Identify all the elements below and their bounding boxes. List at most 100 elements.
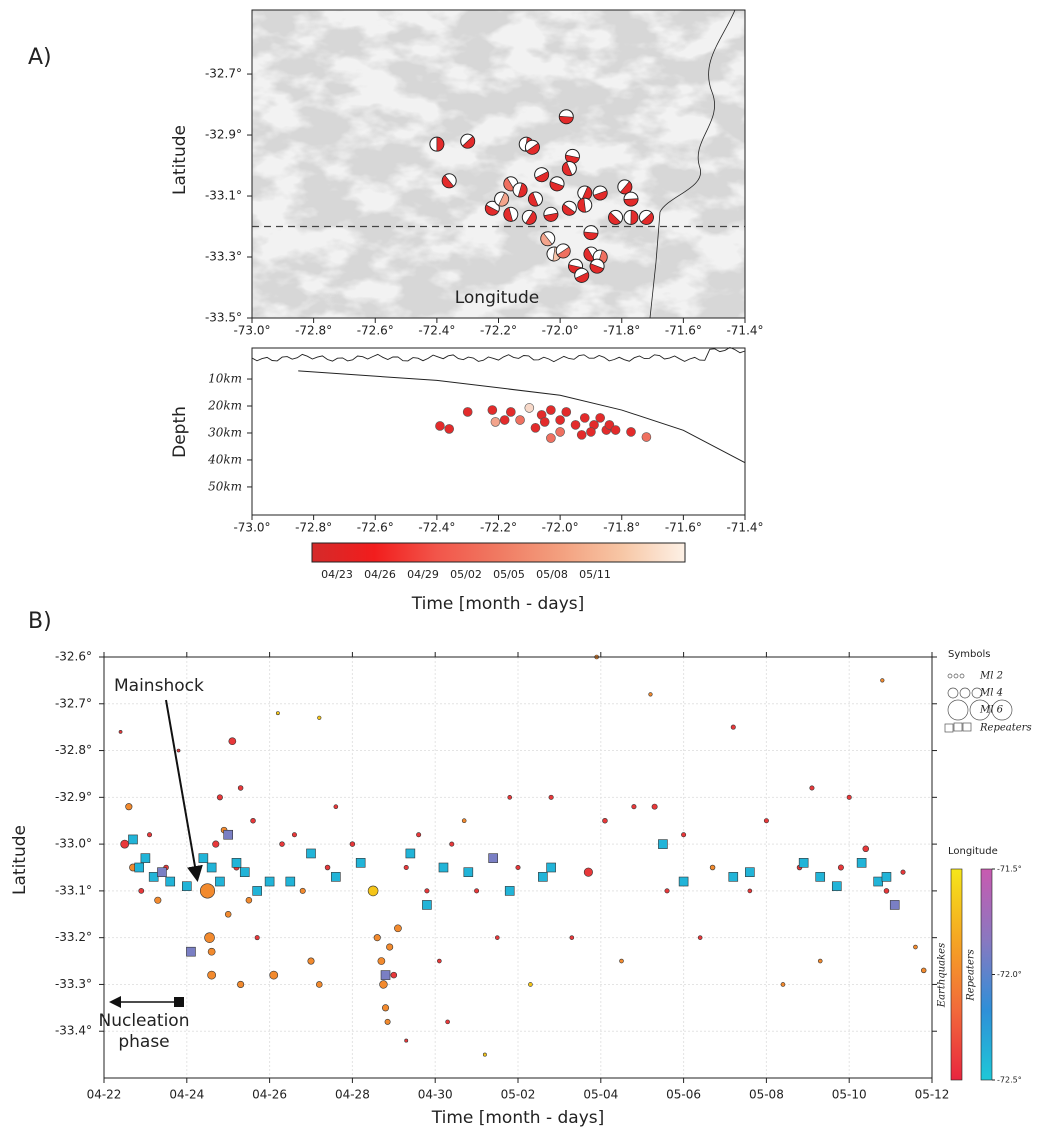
repeater xyxy=(745,867,755,877)
colorbar-tick-label: 05/11 xyxy=(579,568,611,581)
earthquake xyxy=(307,957,315,965)
repeater xyxy=(422,900,432,910)
colorbar-tick-label: 04/29 xyxy=(407,568,439,581)
beachball-quadrant xyxy=(436,136,445,152)
earthquake xyxy=(212,840,220,848)
y-tick-label: -32.9° xyxy=(55,790,92,804)
repeater xyxy=(815,872,826,882)
legend-symbol xyxy=(947,687,959,699)
repeater xyxy=(678,876,689,887)
beachball xyxy=(592,185,608,201)
beachball-quadrant xyxy=(503,207,514,222)
y-tick-label: -33.1° xyxy=(205,189,242,203)
beachball-quadrant xyxy=(562,203,576,216)
earthquake xyxy=(118,729,123,734)
colorbar-tick-label: 04/23 xyxy=(321,568,353,581)
y-tick-label: 10km xyxy=(208,372,242,386)
y-tick-label: -32.7° xyxy=(55,696,92,710)
earthquake xyxy=(602,817,608,824)
earthquake xyxy=(763,818,769,824)
earthquake xyxy=(437,958,442,964)
beachball-quadrant xyxy=(575,271,589,283)
earthquake xyxy=(747,888,753,894)
earthquake xyxy=(216,794,223,801)
y-tick-label: -32.6° xyxy=(55,650,92,664)
x-tick-label: 05-04 xyxy=(583,1088,618,1102)
y-tick-label: -33.5° xyxy=(205,311,242,325)
earthquake xyxy=(250,817,256,824)
hypocenter xyxy=(435,421,445,431)
repeater xyxy=(873,876,883,887)
repeater xyxy=(306,848,316,859)
y-tick-label: -33.2° xyxy=(55,930,92,944)
colorbar-tick-label: -72.0° xyxy=(997,970,1022,979)
legend-label: Repeaters xyxy=(979,723,1032,734)
x-tick-label: -73.0° xyxy=(233,521,270,535)
earthquake xyxy=(494,935,500,940)
legend-label: Ml 2 xyxy=(979,671,1003,682)
earthquake xyxy=(207,970,217,980)
earthquake xyxy=(224,911,232,918)
x-tick-label: -71.8° xyxy=(603,521,640,535)
repeater xyxy=(128,834,138,845)
hypocenter xyxy=(610,425,621,435)
earthquake xyxy=(920,967,927,974)
legend-symbol xyxy=(944,723,954,733)
beachball xyxy=(543,206,559,222)
beachball-quadrant xyxy=(525,211,537,225)
earthquake xyxy=(125,803,133,811)
earthquake xyxy=(862,845,870,853)
colorbar xyxy=(980,868,993,1081)
earthquake xyxy=(631,804,637,810)
earthquake xyxy=(176,748,181,753)
earthquake xyxy=(474,888,480,894)
y-axis-label: Latitude xyxy=(10,825,30,895)
repeater xyxy=(186,946,196,957)
earthquake xyxy=(154,896,162,904)
beachball xyxy=(564,148,580,164)
earthquake xyxy=(648,692,653,697)
y-axis-label: Latitude xyxy=(170,125,190,195)
beachball xyxy=(524,139,540,155)
relief xyxy=(252,10,745,318)
hypocenter xyxy=(546,433,556,443)
beachball-quadrant xyxy=(517,182,528,198)
hypocenter xyxy=(444,424,455,434)
beachball-quadrant xyxy=(534,171,549,182)
repeater xyxy=(252,886,262,896)
x-tick-label: -72.6° xyxy=(357,324,394,338)
x-tick-label: 05-12 xyxy=(915,1088,950,1102)
coastline xyxy=(649,10,736,318)
repeater xyxy=(182,881,192,892)
beachball xyxy=(441,173,457,189)
beachball-quadrant xyxy=(485,204,499,216)
beachball-quadrant xyxy=(593,190,608,201)
legend-symbol xyxy=(953,673,959,679)
x-tick-label: 05-06 xyxy=(666,1088,701,1102)
legend-symbol xyxy=(947,699,969,721)
earthquake xyxy=(381,1004,390,1012)
earthquake xyxy=(482,1052,487,1057)
earthquake xyxy=(237,785,244,791)
beachball xyxy=(521,209,537,225)
x-tick-label: -73.0° xyxy=(233,324,270,338)
repeater xyxy=(728,872,739,882)
repeater xyxy=(239,867,250,877)
earthquake xyxy=(204,932,215,943)
earthquake xyxy=(386,943,394,951)
x-tick-label: 04-24 xyxy=(169,1088,204,1102)
earthquake xyxy=(651,803,658,810)
beachball-quadrant xyxy=(556,246,571,259)
x-tick-label: -72.8° xyxy=(295,324,332,338)
earthquake xyxy=(317,715,322,720)
earthquake xyxy=(147,832,153,838)
x-axis-label: Time [month - days] xyxy=(431,1108,605,1128)
annotation-arrow xyxy=(165,699,203,882)
x-tick-label: 05-02 xyxy=(501,1088,536,1102)
legend-symbol xyxy=(959,673,965,679)
earthquake xyxy=(583,867,593,877)
earthquake xyxy=(809,785,815,791)
x-tick-label: -72.4° xyxy=(418,324,455,338)
x-tick-label: 04-22 xyxy=(87,1088,122,1102)
earthquake xyxy=(837,864,844,871)
